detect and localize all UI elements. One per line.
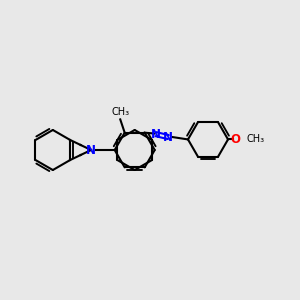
Text: N: N: [163, 130, 173, 144]
Text: CH₃: CH₃: [111, 107, 129, 117]
Text: N: N: [86, 143, 96, 157]
Text: N: N: [151, 128, 161, 141]
Text: CH₃: CH₃: [247, 134, 265, 144]
Text: O: O: [230, 133, 240, 146]
